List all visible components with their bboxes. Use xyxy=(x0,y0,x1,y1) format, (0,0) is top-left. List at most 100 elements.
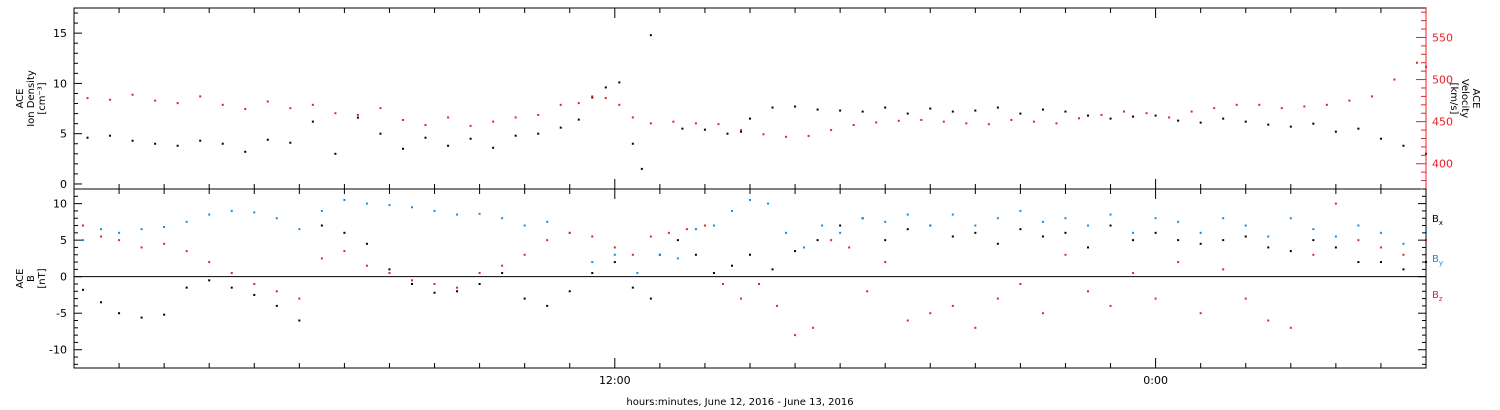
data-point xyxy=(1222,117,1225,120)
data-point xyxy=(298,319,301,322)
data-point xyxy=(275,304,278,307)
data-point xyxy=(1244,120,1247,123)
data-point xyxy=(951,235,954,238)
data-point xyxy=(1235,103,1238,106)
data-point xyxy=(839,224,842,227)
data-point xyxy=(568,231,571,234)
data-point xyxy=(401,118,404,121)
data-point xyxy=(1334,235,1337,238)
data-point xyxy=(185,250,188,253)
y-tick-label-left: 15 xyxy=(53,27,67,40)
data-point xyxy=(794,250,797,253)
data-point xyxy=(298,228,301,231)
data-point xyxy=(1289,217,1292,220)
data-point xyxy=(1357,239,1360,242)
data-point xyxy=(456,213,459,216)
data-point xyxy=(866,290,869,293)
data-point xyxy=(365,242,368,245)
data-point xyxy=(1145,112,1148,115)
data-point xyxy=(591,272,594,275)
data-point xyxy=(298,297,301,300)
data-point xyxy=(712,224,715,227)
series-By xyxy=(82,198,1427,275)
data-point xyxy=(649,122,652,125)
left-axis-label: ACE B [nT] xyxy=(15,268,48,288)
data-point xyxy=(974,224,977,227)
data-point xyxy=(577,102,580,105)
data-point xyxy=(1267,246,1270,249)
data-point xyxy=(649,34,652,37)
data-point xyxy=(1244,297,1247,300)
data-point xyxy=(703,224,706,227)
data-point xyxy=(658,253,661,256)
data-point xyxy=(685,228,688,231)
data-point xyxy=(1379,261,1382,264)
data-point xyxy=(140,316,143,319)
data-points xyxy=(82,34,1427,337)
data-point xyxy=(852,124,855,127)
right-axis-label-line: [km/s] xyxy=(1448,83,1459,115)
data-point xyxy=(131,93,134,96)
data-point xyxy=(379,107,382,110)
data-point xyxy=(523,224,526,227)
data-point xyxy=(1348,99,1351,102)
data-point xyxy=(140,246,143,249)
data-point xyxy=(154,142,157,145)
data-point xyxy=(672,120,675,123)
data-point xyxy=(546,304,549,307)
legend-entry-y: By xyxy=(1432,254,1443,267)
data-point xyxy=(492,120,495,123)
data-point xyxy=(965,122,968,125)
data-point xyxy=(649,297,652,300)
data-point xyxy=(730,209,733,212)
data-point xyxy=(199,95,202,98)
data-point xyxy=(501,272,504,275)
data-point xyxy=(762,133,765,136)
data-point xyxy=(640,167,643,170)
data-point xyxy=(618,103,621,106)
data-point xyxy=(1132,115,1135,118)
data-point xyxy=(275,290,278,293)
data-point xyxy=(1312,239,1315,242)
data-point xyxy=(758,282,761,285)
data-point xyxy=(613,253,616,256)
data-point xyxy=(1312,253,1315,256)
x-axis-label: hours:minutes, June 12, 2016 - June 13, … xyxy=(626,397,853,408)
data-point xyxy=(816,239,819,242)
data-point xyxy=(501,217,504,220)
data-point xyxy=(1190,110,1193,113)
data-point xyxy=(1154,297,1157,300)
y-tick-label-left: 0 xyxy=(60,271,67,284)
data-point xyxy=(447,144,450,147)
data-point xyxy=(785,231,788,234)
data-point xyxy=(401,147,404,150)
data-point xyxy=(109,134,112,137)
data-point xyxy=(320,209,323,212)
data-point xyxy=(100,235,103,238)
data-point xyxy=(514,134,517,137)
data-point xyxy=(163,313,166,316)
data-point xyxy=(1199,231,1202,234)
data-point xyxy=(1370,95,1373,98)
data-point xyxy=(456,290,459,293)
data-point xyxy=(244,150,247,153)
data-point xyxy=(681,127,684,130)
data-point xyxy=(365,264,368,267)
data-point xyxy=(388,272,391,275)
data-point xyxy=(929,107,932,110)
data-point xyxy=(1357,127,1360,130)
data-point xyxy=(537,113,540,116)
data-point xyxy=(311,120,314,123)
data-point xyxy=(807,134,810,137)
data-point xyxy=(794,334,797,337)
data-point xyxy=(523,253,526,256)
data-point xyxy=(1041,108,1044,111)
data-point xyxy=(176,102,179,105)
data-point xyxy=(86,136,89,139)
data-point xyxy=(109,98,112,101)
data-point xyxy=(546,220,549,223)
data-point xyxy=(478,272,481,275)
data-point xyxy=(604,97,607,100)
data-point xyxy=(1222,217,1225,220)
data-point xyxy=(1379,246,1382,249)
